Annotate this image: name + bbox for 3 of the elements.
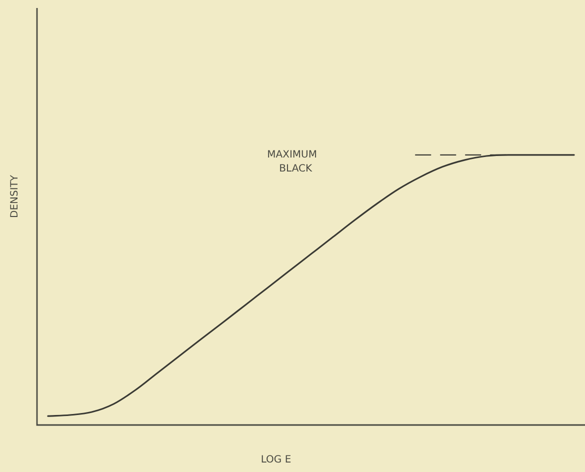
ref-line-label: MAXIMUM BLACK	[267, 150, 318, 175]
x-axis-title: LOG E	[260, 454, 292, 466]
y-axis-title: DENSITY	[10, 174, 21, 218]
